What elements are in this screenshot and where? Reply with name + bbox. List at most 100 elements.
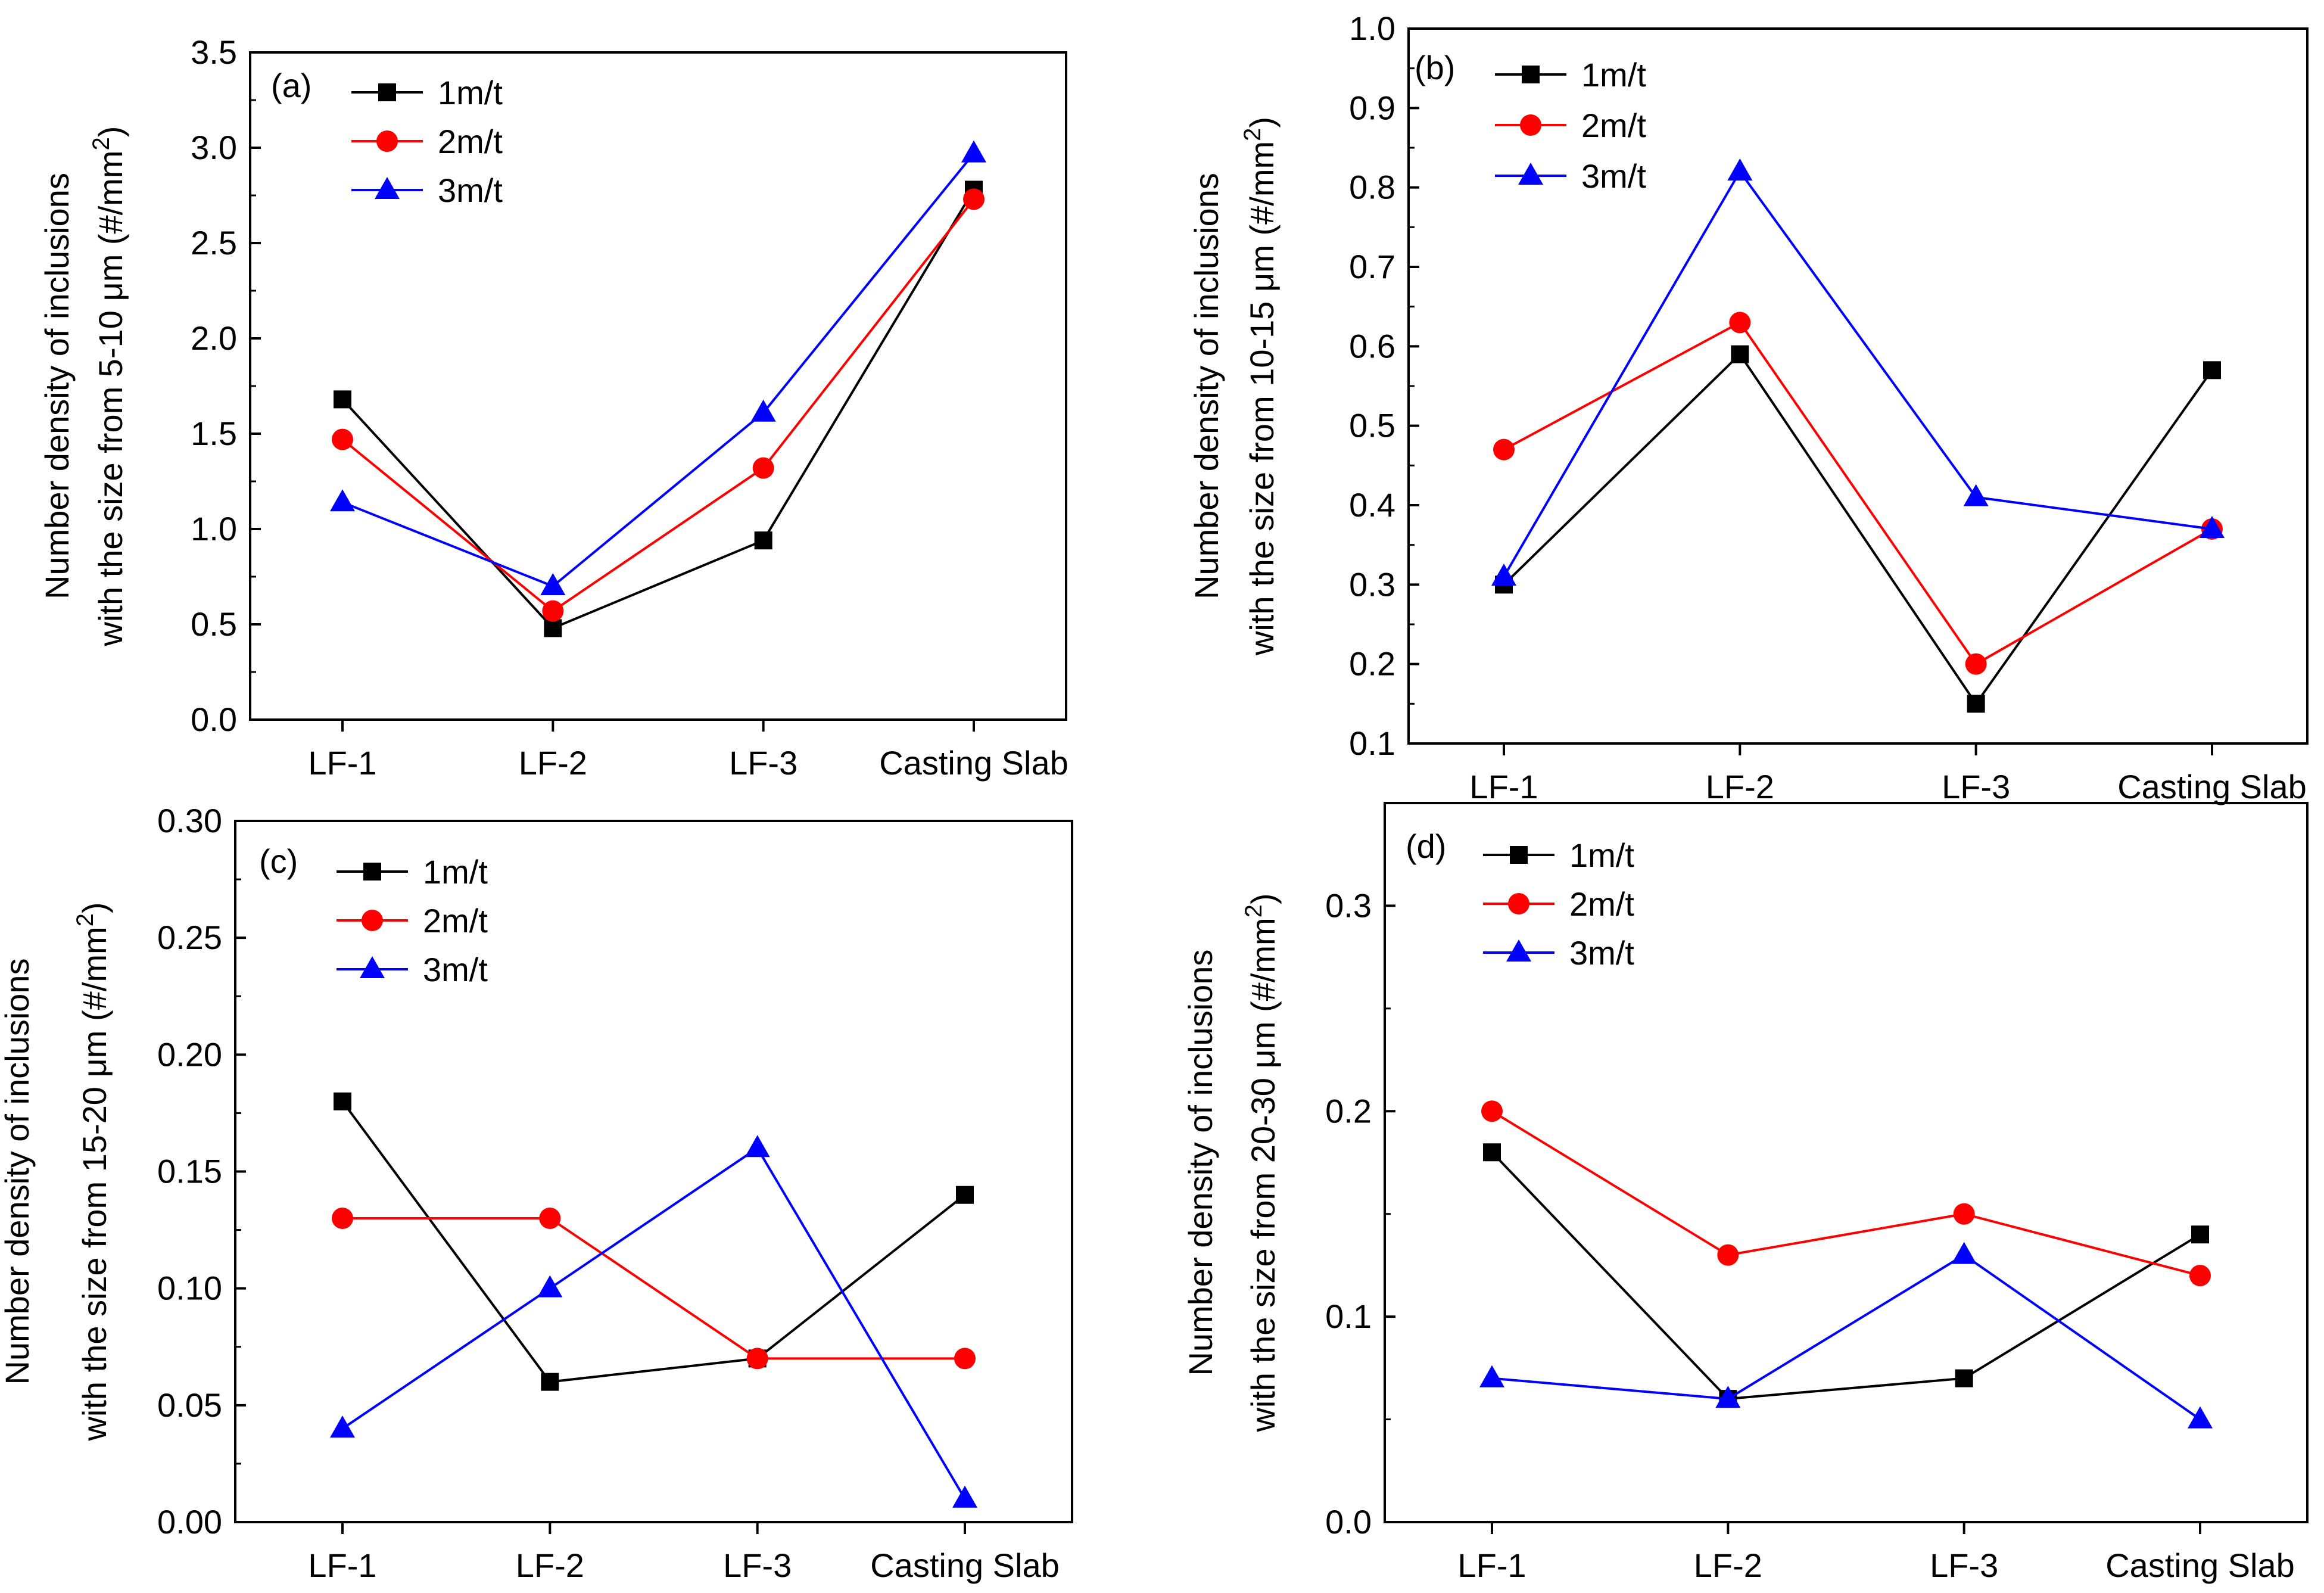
x-tick-label: LF-3 xyxy=(1942,768,2010,805)
data-point xyxy=(956,1186,974,1204)
data-point xyxy=(1729,312,1751,334)
data-point xyxy=(542,600,564,622)
x-tick-label: LF-3 xyxy=(723,1547,792,1584)
legend-label: 2m/t xyxy=(438,123,503,160)
data-point xyxy=(2189,1265,2211,1287)
y-tick-label: 0.10 xyxy=(157,1270,222,1307)
panel-d: 0.0 0.1 0.2 0.3 LF-1 LF-2 LF-3 Casting Slab Numb… xyxy=(1182,802,2309,1584)
y-axis-label: Number density of inclusions xyxy=(1188,173,1225,599)
series-line xyxy=(1503,321,2213,666)
panel-c: 0.00 0.05 0.10 0.15 0.20 0.25 0.30 LF-1 LF-2 LF-3… xyxy=(0,802,1073,1584)
series-line xyxy=(342,1216,965,1360)
legend-marker xyxy=(1506,939,1531,962)
y-axis-label-superscript: 2 xyxy=(1239,128,1266,141)
y-tick-label: 0.1 xyxy=(1325,1298,1372,1335)
data-point xyxy=(963,188,985,210)
y-axis-label: Number density of inclusions xyxy=(38,173,76,599)
data-point xyxy=(330,1415,355,1438)
y-tick-label: 0.30 xyxy=(157,802,222,839)
data-point xyxy=(332,1207,353,1229)
data-point xyxy=(1967,695,1985,713)
y-tick-label: 1.5 xyxy=(191,415,237,452)
x-tick-label: LF-2 xyxy=(519,744,587,782)
y-tick-label: 0.5 xyxy=(1349,407,1395,444)
data-point xyxy=(1479,1365,1504,1387)
data-point xyxy=(330,489,355,512)
legend-label: 1m/t xyxy=(423,853,488,891)
y-tick-label: 0.9 xyxy=(1349,89,1395,126)
legend-marker xyxy=(362,910,383,931)
panel-label: (c) xyxy=(259,842,298,880)
panel-b: 0.1 0.2 0.3 0.4 0.5 0.6 0.7 0.8 0.9 1.0 LF-1 LF-2 LF… xyxy=(1188,10,2309,805)
y-tick-label: 0.6 xyxy=(1349,327,1395,365)
data-point xyxy=(332,428,353,450)
y-tick-label: 1.0 xyxy=(1349,10,1395,47)
data-point xyxy=(952,1485,977,1508)
y-tick-label: 0.8 xyxy=(1349,169,1395,206)
x-tick-label: LF-2 xyxy=(1706,768,1774,805)
data-point xyxy=(744,1135,770,1158)
y-tick-label: 0.1 xyxy=(1349,724,1395,762)
y-axis-label-text: ) xyxy=(76,902,113,913)
data-point xyxy=(1951,1242,1977,1264)
series-line xyxy=(1491,1253,2201,1421)
panel-a: 0.0 0.5 1.0 1.5 2.0 2.5 3.0 3.5 LF-1 LF-2 LF-3 Cast… xyxy=(38,33,1068,782)
data-point xyxy=(1493,438,1515,461)
y-axis-label: with the size from 5-10 μm (#/mm2) xyxy=(88,126,129,647)
y-tick-label: 0.3 xyxy=(1325,886,1372,924)
legend-marker xyxy=(375,177,400,199)
series-line xyxy=(341,198,975,613)
x-tick-label: LF-1 xyxy=(308,744,376,782)
x-tick-label: Casting Slab xyxy=(879,744,1068,782)
legend-marker xyxy=(363,863,381,880)
x-tick-label: LF-1 xyxy=(308,1547,376,1584)
y-axis-label-text: with the size from 5-10 μm (#/mm xyxy=(92,150,129,646)
data-point xyxy=(544,619,562,637)
y-tick-label: 0.25 xyxy=(157,919,222,956)
y-axis-label-text: with the size from 10-15 μm (#/mm xyxy=(1243,141,1281,656)
legend-marker xyxy=(376,130,398,152)
data-point xyxy=(1491,564,1516,586)
x-tick-label: LF-2 xyxy=(516,1547,584,1584)
legend-marker xyxy=(1518,163,1543,185)
data-point xyxy=(2203,361,2221,379)
data-point xyxy=(1481,1100,1503,1122)
data-point xyxy=(754,531,772,550)
series-line xyxy=(1503,169,2213,578)
legend-label: 3m/t xyxy=(438,172,503,209)
y-tick-label: 0.0 xyxy=(191,701,237,738)
legend-label: 2m/t xyxy=(1569,885,1634,923)
plot-frame xyxy=(1384,802,2309,1523)
y-axis-label-text: with the size from 15-20 μm (#/mm xyxy=(76,926,113,1441)
data-point xyxy=(334,1092,351,1110)
y-tick-label: 0.7 xyxy=(1349,248,1395,285)
legend-marker xyxy=(1522,66,1540,83)
data-point xyxy=(541,1373,559,1391)
legend-label: 3m/t xyxy=(1581,157,1646,195)
x-tick-label: LF-1 xyxy=(1457,1547,1526,1584)
y-axis-label-text: ) xyxy=(1243,117,1281,128)
data-point xyxy=(540,573,566,595)
y-tick-label: 0.15 xyxy=(157,1153,222,1190)
y-tick-label: 0.05 xyxy=(157,1386,222,1424)
legend-label: 2m/t xyxy=(423,902,488,939)
y-tick-label: 0.2 xyxy=(1325,1092,1372,1130)
legend-marker xyxy=(1510,846,1528,864)
y-tick-label: 1.0 xyxy=(191,510,237,547)
series-line xyxy=(1491,1110,2201,1277)
y-tick-label: 0.20 xyxy=(157,1035,222,1073)
data-point xyxy=(750,399,776,422)
y-axis-label-text: ) xyxy=(92,126,129,138)
y-tick-label: 0.00 xyxy=(157,1503,222,1541)
y-tick-label: 0.5 xyxy=(191,605,237,643)
x-tick-label: LF-3 xyxy=(729,744,797,782)
series-line xyxy=(342,153,975,588)
y-axis-label-text: with the size from 20-30 μm (#/mm xyxy=(1244,917,1282,1432)
x-tick-label: Casting Slab xyxy=(2105,1547,2295,1584)
x-tick-label: LF-3 xyxy=(1930,1547,1998,1584)
series-line xyxy=(341,189,975,630)
data-point xyxy=(2200,516,2225,538)
legend-label: 2m/t xyxy=(1581,107,1646,144)
data-point xyxy=(1965,653,1987,675)
